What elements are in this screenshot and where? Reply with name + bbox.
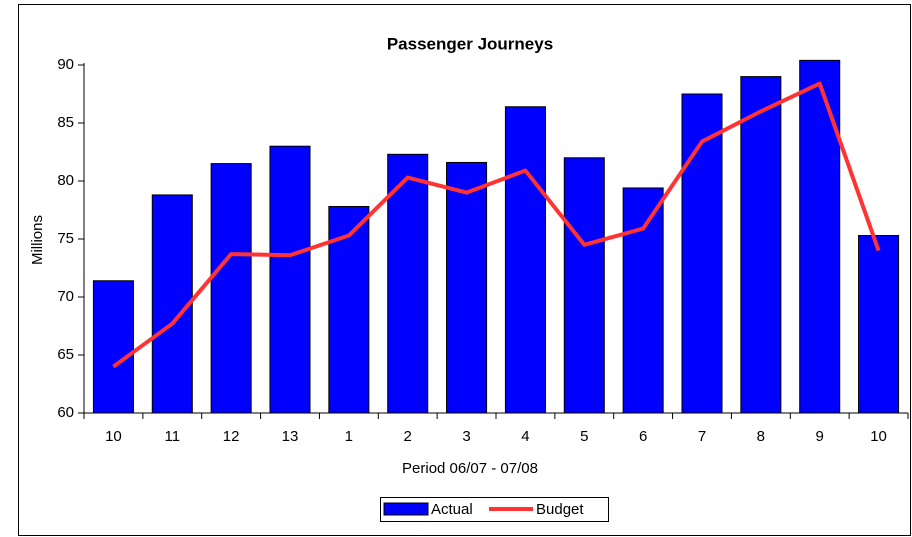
x-tick-label: 11	[164, 428, 180, 445]
x-axis-title: Period 06/07 - 07/08	[402, 460, 538, 477]
x-tick-label: 3	[462, 428, 470, 445]
line	[112, 81, 881, 369]
y-tick-label: 65	[57, 346, 74, 363]
bar	[504, 106, 546, 414]
bar	[151, 194, 193, 414]
bar	[92, 280, 134, 414]
bar	[269, 145, 311, 414]
bar	[740, 76, 782, 414]
bar	[858, 235, 900, 414]
x-tick-label: 8	[757, 428, 765, 445]
y-tick-label: 90	[57, 56, 74, 73]
x-tick-label: 10	[870, 428, 887, 445]
legend-swatch	[383, 502, 429, 516]
x-tick-label: 12	[223, 428, 240, 445]
bar	[799, 59, 841, 414]
y-tick-label: 85	[57, 114, 74, 131]
legend-label: Actual	[431, 501, 473, 518]
y-tick-label: 75	[57, 230, 74, 247]
x-tick-label: 4	[521, 428, 529, 445]
bar	[446, 161, 488, 414]
x-tick-label: 2	[404, 428, 412, 445]
x-tick-label: 9	[816, 428, 824, 445]
legend-label: Budget	[536, 501, 584, 518]
y-tick-label: 60	[57, 404, 74, 421]
y-axis-title: Millions	[29, 215, 46, 265]
chart-title: Passenger Journeys	[387, 34, 553, 53]
bar	[622, 187, 664, 414]
x-tick-label: 5	[580, 428, 588, 445]
x-tick-label: 13	[282, 428, 299, 445]
bar	[681, 93, 723, 414]
y-tick-label: 80	[57, 172, 74, 189]
x-tick-label: 1	[345, 428, 353, 445]
y-tick-label: 70	[57, 288, 74, 305]
x-tick-label: 6	[639, 428, 647, 445]
bar	[210, 163, 252, 414]
bar	[563, 157, 605, 414]
bar	[387, 153, 429, 414]
x-tick-label: 7	[698, 428, 706, 445]
x-tick-label: 10	[105, 428, 122, 445]
